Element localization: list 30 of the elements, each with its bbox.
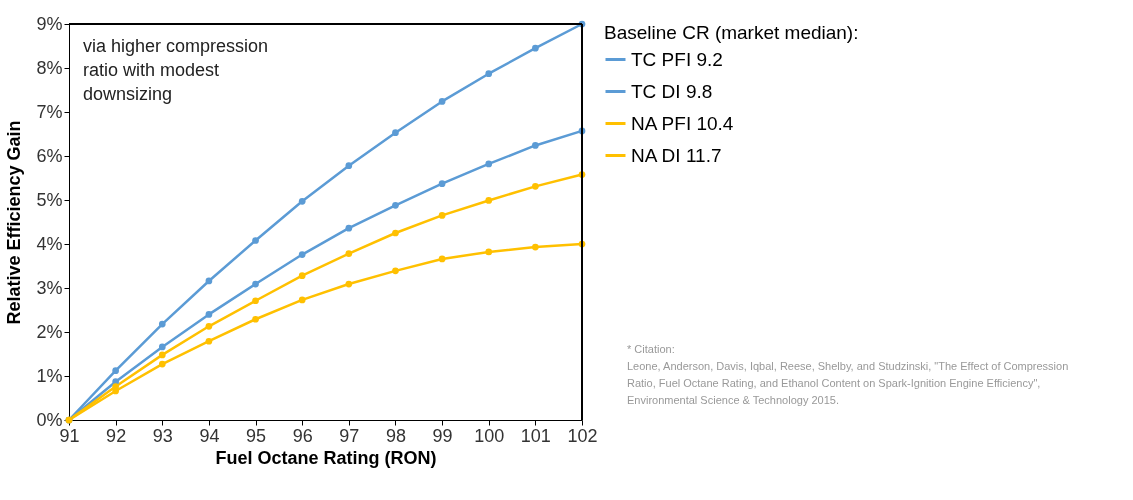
legend-title: Baseline CR (market median): [604,22,859,43]
y-tick-label: 6% [36,145,63,166]
x-tick-label: 99 [432,425,453,446]
x-tick-label: 97 [339,425,360,446]
legend-label: NA PFI 10.4 [631,112,734,134]
legend-label: TC PFI 9.2 [631,48,723,70]
text: * Citation: [627,343,675,355]
x-axis-title: Fuel Octane Rating (RON) [215,447,437,468]
y-tick-label: 2% [36,321,63,342]
annotation: via higher compression ratio with modest downsizing [83,36,269,104]
y-tick-label: 5% [36,189,63,210]
x-tick-label: 101 [520,425,551,446]
x-tick-label: 102 [567,425,598,446]
y-axis-title: Relative Efficiency Gain [4,120,25,325]
x-tick-label: 100 [474,425,505,446]
x-tick-label: 98 [385,425,406,446]
x-tick-label: 94 [199,425,220,446]
y-tick-label: 7% [36,101,63,122]
legend-label: NA DI 11.7 [631,144,722,166]
legend-label: TC DI 9.8 [631,80,713,102]
y-tick-label: 8% [36,57,63,78]
y-tick-label: 4% [36,233,63,254]
x-tick-label: 92 [106,425,127,446]
y-tick-label: 3% [36,277,63,298]
x-tick-label: 93 [152,425,173,446]
y-tick-label: 1% [36,365,63,386]
text: Leone, Anderson, Davis, Iqbal, Reese, Shelby, and Studzinski, "The Effect of Compression Ratio, Fuel Octane Rating, and Ethanol Content on Spark-Ignition Engine Efficiency", Environmental Science & Technology 2015. [627,360,1069,406]
x-tick-label: 95 [246,425,267,446]
y-tick-label: 9% [36,13,63,34]
x-tick-label: 96 [292,425,313,446]
